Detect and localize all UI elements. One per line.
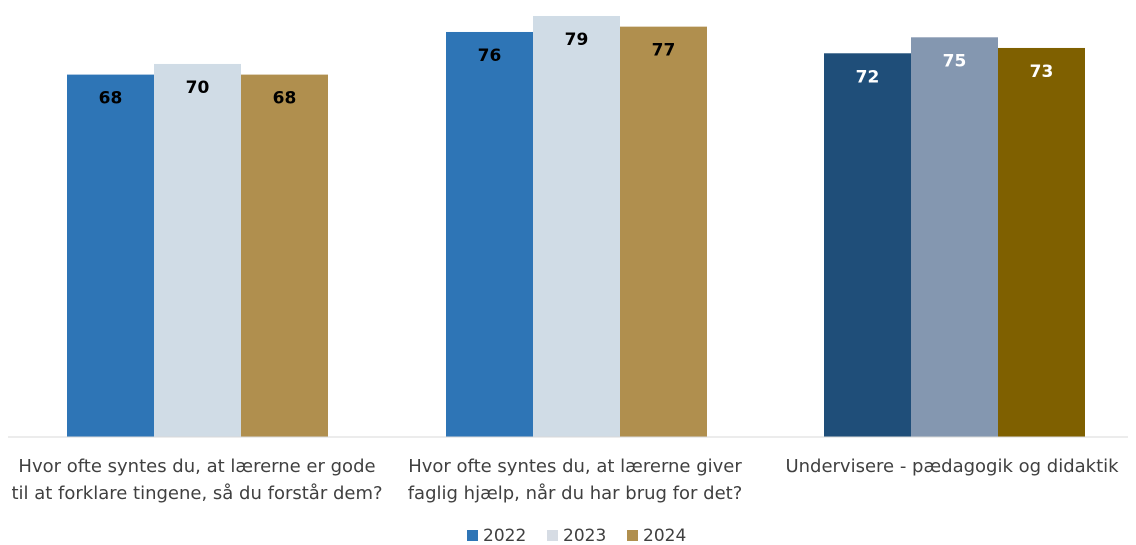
value-label-3-2024: 73 (1030, 62, 1054, 82)
value-label-3-2023: 75 (943, 51, 967, 71)
value-label-1-2024: 68 (273, 89, 297, 109)
category-label-3-line-1: Undervisere - pædagogik og didaktik (785, 456, 1119, 477)
value-label-1-2022: 68 (99, 89, 123, 109)
value-label-2-2024: 77 (652, 41, 676, 61)
value-label-2-2022: 76 (478, 46, 502, 66)
bar-2-2022 (446, 31, 533, 437)
bar-3-2023 (911, 37, 998, 438)
category-label-1-line-2: til at forklare tingene, så du forstår d… (11, 483, 382, 504)
category-label-2-line-1: Hvor ofte syntes du, at lærerne giver (408, 456, 742, 477)
bar-3-2024 (998, 47, 1085, 438)
legend-swatch-2022 (467, 530, 478, 541)
bar-2-2023 (533, 15, 620, 438)
legend-label-2024: 2024 (643, 526, 686, 545)
bar-1-2023 (154, 63, 241, 437)
value-label-1-2023: 70 (186, 78, 210, 98)
legend-swatch-2023 (547, 530, 558, 541)
legend: 2022 2023 2024 (467, 526, 686, 545)
bar-3-2022 (824, 53, 911, 437)
bars-layer (67, 15, 1085, 438)
value-labels-layer: 68 70 68 76 79 77 72 75 73 (99, 30, 1054, 109)
bar-1-2024 (241, 74, 328, 438)
bar-1-2022 (67, 74, 154, 438)
legend-swatch-2024 (627, 530, 638, 541)
value-label-3-2022: 72 (856, 67, 880, 87)
legend-label-2022: 2022 (483, 526, 526, 545)
category-labels-layer: Hvor ofte syntes du, at lærerne er gode t… (11, 456, 1119, 504)
category-label-2-line-2: faglig hjælp, når du har brug for det? (408, 483, 743, 504)
legend-label-2023: 2023 (563, 526, 606, 545)
value-label-2-2023: 79 (565, 30, 589, 50)
bar-2-2024 (620, 26, 707, 438)
category-label-1-line-1: Hvor ofte syntes du, at lærerne er gode (18, 456, 375, 477)
